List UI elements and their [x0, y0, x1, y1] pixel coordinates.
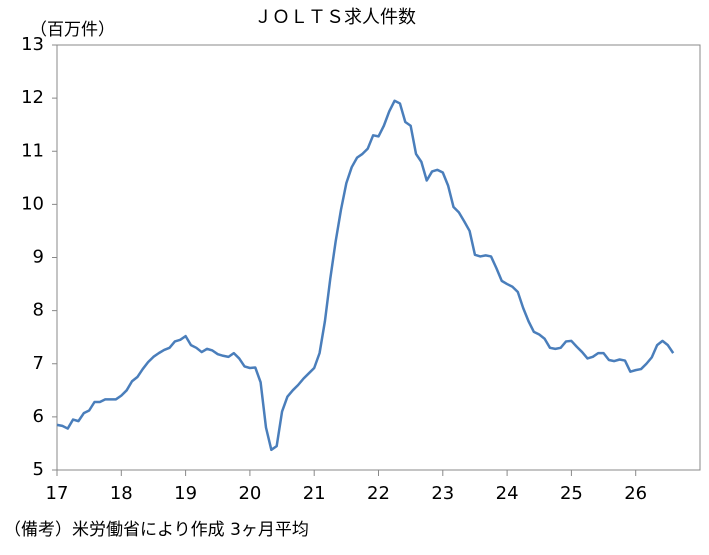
y-tick-label: 10	[21, 193, 44, 214]
y-tick-label: 9	[33, 247, 44, 268]
x-tick-label: 24	[496, 483, 519, 504]
x-tick-label: 19	[174, 483, 197, 504]
y-tick-label: 7	[33, 353, 44, 374]
y-tick-label: 12	[21, 87, 44, 108]
x-tick-label: 18	[110, 483, 133, 504]
x-tick-label: 20	[238, 483, 261, 504]
x-tick-label: 22	[367, 483, 390, 504]
x-tick-label: 25	[560, 483, 583, 504]
y-tick-label: 8	[33, 300, 44, 321]
x-tick-label: 26	[624, 483, 647, 504]
y-tick-label: 11	[21, 140, 44, 161]
x-tick-label: 17	[46, 483, 69, 504]
y-tick-label: 5	[33, 459, 44, 480]
y-axis-label: （百万件）	[30, 20, 115, 40]
note: （備考）米労働省により作成 3ヶ月平均	[4, 520, 309, 540]
line-series	[56, 99, 675, 452]
y-tick-label: 13	[21, 34, 44, 55]
x-tick-label: 21	[303, 483, 326, 504]
plot-frame	[56, 44, 701, 471]
chart-title: ＪＯＬＴＳ求人件数	[254, 7, 416, 28]
y-tick-label: 6	[33, 406, 44, 427]
x-tick-label: 23	[431, 483, 454, 504]
